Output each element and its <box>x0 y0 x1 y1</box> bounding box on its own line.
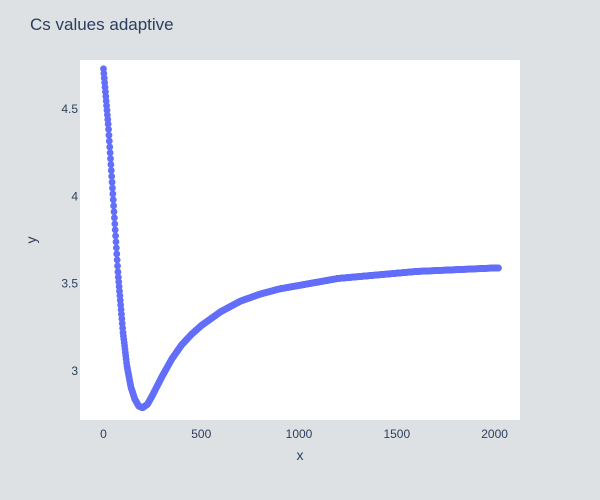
x-tick-label: 500 <box>191 427 211 441</box>
x-tick-label: 1500 <box>383 427 410 441</box>
data-point <box>108 178 116 186</box>
data-point <box>104 120 112 128</box>
data-point <box>109 184 116 192</box>
data-point <box>114 268 122 276</box>
data-point <box>110 208 118 216</box>
data-point <box>105 131 113 139</box>
data-point <box>107 167 115 174</box>
x-axis-title: x <box>297 447 304 463</box>
data-point <box>112 244 120 252</box>
data-point <box>111 220 119 228</box>
x-tick-label: 0 <box>100 427 107 441</box>
y-tick-label: 3 <box>71 364 78 378</box>
y-tick-labels: 3 3.5 4 4.5 <box>61 102 78 378</box>
data-point <box>113 250 121 258</box>
y-tick-label: 3.5 <box>61 277 78 291</box>
data-point <box>105 125 112 133</box>
data-point <box>112 232 119 240</box>
data-point <box>110 202 118 210</box>
y-tick-label: 4 <box>71 189 78 203</box>
data-point <box>107 155 114 163</box>
y-axis-title: y <box>23 237 39 244</box>
plot-area <box>80 60 520 420</box>
data-point <box>111 226 119 234</box>
x-tick-labels: 0 500 1000 1500 2000 <box>100 427 508 441</box>
data-point <box>114 262 121 270</box>
scatter-series <box>100 65 502 412</box>
chart-title: Cs values adaptive <box>30 15 174 34</box>
x-tick-label: 1000 <box>286 427 313 441</box>
data-point <box>105 137 113 145</box>
data-point <box>113 256 121 264</box>
data-point <box>108 172 116 180</box>
x-tick-label: 2000 <box>481 427 508 441</box>
data-point <box>109 196 117 204</box>
y-tick-label: 4.5 <box>61 102 78 116</box>
data-point <box>495 264 502 272</box>
data-point <box>112 238 120 246</box>
data-point <box>107 161 115 168</box>
data-point <box>109 190 117 198</box>
data-point <box>106 149 114 157</box>
data-point <box>111 214 118 222</box>
data-point <box>106 143 114 151</box>
